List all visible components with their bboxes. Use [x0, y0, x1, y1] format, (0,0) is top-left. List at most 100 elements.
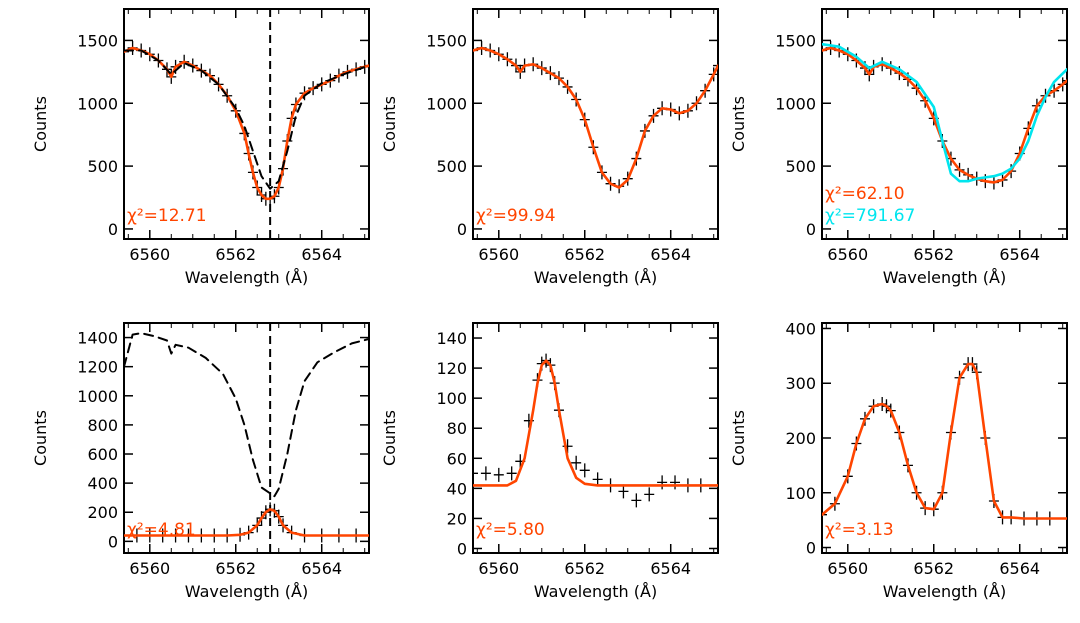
- chi-square-annotation: χ²=12.71: [127, 206, 207, 226]
- y-tick-label: 0: [806, 539, 816, 558]
- x-axis-label: Wavelength (Å): [534, 582, 657, 601]
- fit-line: [822, 362, 1067, 520]
- fit-line: [124, 46, 369, 201]
- y-tick-label: 600: [87, 445, 118, 464]
- fit-line: [473, 46, 718, 189]
- x-axis-label: Wavelength (Å): [185, 582, 308, 601]
- x-tick-label: 6562: [215, 559, 256, 578]
- x-tick-label: 6560: [478, 245, 519, 264]
- y-axis-label: Counts: [31, 410, 50, 466]
- data-point: [124, 44, 129, 59]
- chi-square-annotation: χ²=62.10: [825, 184, 905, 204]
- x-tick-label: 6562: [913, 559, 954, 578]
- chi-square-annotation: χ²=99.94: [476, 206, 556, 226]
- data-point: [579, 463, 590, 478]
- y-tick-label: 500: [785, 157, 816, 176]
- y-tick-label: 1400: [77, 329, 118, 348]
- x-tick-label: 6560: [129, 559, 170, 578]
- x-tick-label: 6562: [913, 245, 954, 264]
- y-tick-label: 1000: [77, 94, 118, 113]
- y-tick-label: 800: [87, 416, 118, 435]
- panel-top-middle: Counts Wavelength (Å) 6560 6562 6564 0 500 10…: [380, 8, 719, 287]
- x-axis-label: Wavelength (Å): [534, 268, 657, 287]
- data-point: [670, 475, 681, 490]
- y-tick-label: 500: [436, 157, 467, 176]
- plot-frame: [123, 322, 370, 554]
- fit-line: [822, 46, 1067, 184]
- plot-frame: [123, 8, 370, 240]
- plot-frame: [472, 322, 719, 554]
- chi-square-annotation: χ²=3.13: [825, 520, 894, 540]
- y-tick-label: 80: [447, 419, 467, 438]
- y-tick-label: 20: [447, 509, 467, 528]
- data-point: [822, 507, 827, 522]
- x-tick-label: 6560: [129, 245, 170, 264]
- plot-area: [473, 353, 718, 508]
- fit-line: [822, 42, 1067, 183]
- panel-bottom-left: Counts Wavelength (Å) 6560 6562 6564 0 200 40…: [31, 322, 370, 601]
- data-point: [480, 466, 491, 481]
- y-tick-label: 100: [785, 484, 816, 503]
- y-tick-label: 500: [87, 157, 118, 176]
- y-tick-label: 40: [447, 479, 467, 498]
- dashed-profile: [124, 332, 369, 498]
- x-tick-label: 6560: [827, 245, 868, 264]
- x-tick-label: 6564: [650, 245, 691, 264]
- data-point: [473, 466, 478, 481]
- x-tick-label: 6562: [215, 245, 256, 264]
- x-tick-label: 6562: [564, 559, 605, 578]
- y-tick-label: 140: [436, 329, 467, 348]
- y-tick-label: 120: [436, 359, 467, 378]
- panel-top-right: Counts Wavelength (Å) 6560 6562 6564 0 500 10…: [729, 8, 1068, 287]
- y-tick-label: 1000: [426, 94, 467, 113]
- x-tick-label: 6564: [999, 559, 1040, 578]
- fit-line: [124, 508, 369, 537]
- panel-top-left: Counts Wavelength (Å) 6560 6562 6564 0 500 10…: [31, 8, 370, 287]
- plot-area: [124, 323, 369, 553]
- y-tick-label: 1000: [775, 94, 816, 113]
- y-axis-label: Counts: [31, 96, 50, 152]
- y-tick-label: 1500: [775, 31, 816, 50]
- y-tick-label: 1500: [426, 31, 467, 50]
- x-axis-label: Wavelength (Å): [883, 268, 1006, 287]
- plot-area: [124, 9, 369, 239]
- observed-data: [822, 357, 1067, 526]
- y-tick-label: 300: [785, 374, 816, 393]
- data-point: [571, 455, 582, 470]
- y-tick-label: 0: [806, 220, 816, 239]
- plot-area: [473, 40, 718, 194]
- data-point: [1062, 73, 1067, 88]
- data-point: [713, 58, 718, 73]
- x-tick-label: 6564: [650, 559, 691, 578]
- y-axis-label: Counts: [729, 96, 748, 152]
- panel-bottom-right: Counts Wavelength (Å) 6560 6562 6564 0 100 20…: [729, 319, 1068, 601]
- x-axis-label: Wavelength (Å): [883, 582, 1006, 601]
- plot-frame: [472, 8, 719, 240]
- fit-line: [473, 359, 718, 487]
- data-point: [506, 466, 517, 481]
- plot-area: [822, 357, 1067, 526]
- data-point: [592, 472, 603, 487]
- x-axis-label: Wavelength (Å): [185, 268, 308, 287]
- plot-frame: [821, 8, 1068, 240]
- y-tick-label: 0: [457, 539, 467, 558]
- chi-square-annotation: χ²=5.80: [476, 520, 545, 540]
- x-tick-label: 6564: [999, 245, 1040, 264]
- y-tick-label: 1200: [77, 358, 118, 377]
- y-tick-label: 1000: [77, 387, 118, 406]
- data-point: [493, 467, 504, 482]
- y-axis-label: Counts: [380, 410, 399, 466]
- data-point: [631, 493, 642, 508]
- observed-data: [124, 40, 369, 206]
- y-tick-label: 60: [447, 449, 467, 468]
- x-tick-label: 6560: [478, 559, 519, 578]
- y-tick-label: 0: [457, 220, 467, 239]
- y-tick-label: 200: [87, 503, 118, 522]
- plot-area: [822, 40, 1067, 190]
- data-point: [644, 487, 655, 502]
- x-tick-label: 6560: [827, 559, 868, 578]
- y-tick-label: 0: [108, 220, 118, 239]
- data-point: [657, 475, 668, 490]
- y-tick-label: 200: [785, 429, 816, 448]
